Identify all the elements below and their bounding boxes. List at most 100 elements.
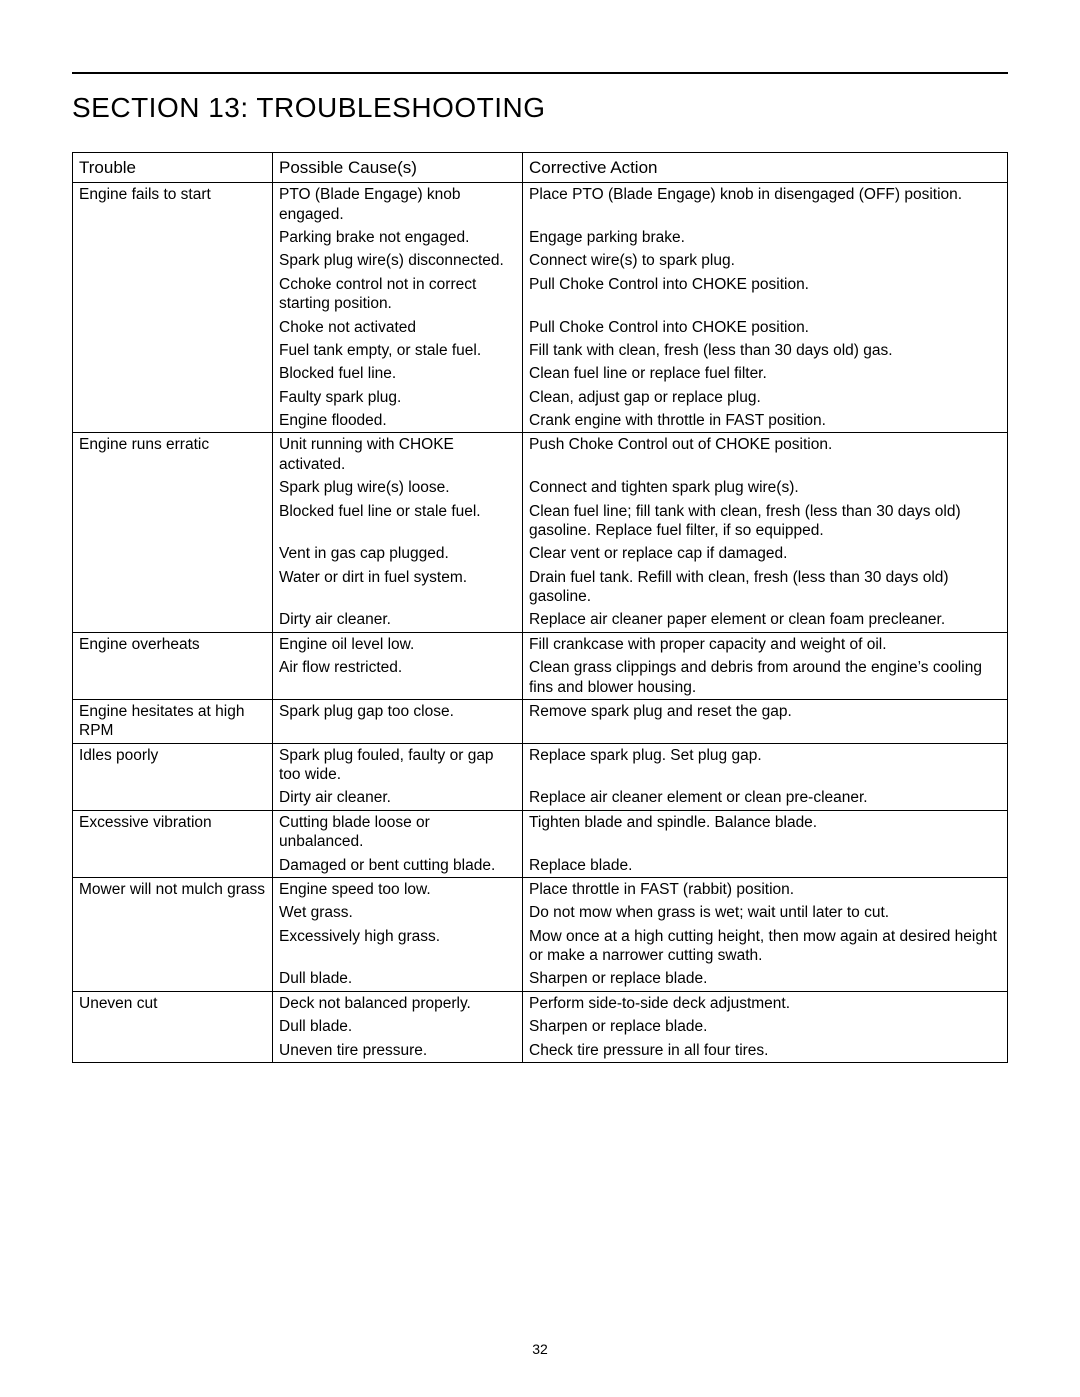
cell-action: Clean fuel line; fill tank with clean, f… bbox=[523, 500, 1008, 543]
page: SECTION 13: TROUBLESHOOTING Trouble Poss… bbox=[0, 0, 1080, 1063]
table-row: Wet grass.Do not mow when grass is wet; … bbox=[73, 901, 1008, 924]
cell-trouble: Engine fails to start bbox=[73, 183, 273, 226]
cell-cause: Dirty air cleaner. bbox=[273, 786, 523, 810]
cell-trouble bbox=[73, 542, 273, 565]
cell-cause: Engine oil level low. bbox=[273, 632, 523, 656]
cell-cause: Unit running with CHOKE activated. bbox=[273, 433, 523, 476]
cell-trouble bbox=[73, 409, 273, 433]
troubleshooting-table: Trouble Possible Cause(s) Corrective Act… bbox=[72, 152, 1008, 1063]
cell-cause: Damaged or bent cutting blade. bbox=[273, 854, 523, 878]
cell-cause: Engine flooded. bbox=[273, 409, 523, 433]
table-row: Air flow restricted.Clean grass clipping… bbox=[73, 656, 1008, 699]
cell-action: Check tire pressure in all four tires. bbox=[523, 1039, 1008, 1063]
cell-cause: Spark plug fouled, faulty or gap too wid… bbox=[273, 743, 523, 786]
cell-trouble: Engine hesitates at high RPM bbox=[73, 699, 273, 743]
cell-cause: Cchoke control not in correct starting p… bbox=[273, 273, 523, 316]
table-row: Spark plug wire(s) disconnected.Connect … bbox=[73, 249, 1008, 272]
cell-action: Place throttle in FAST (rabbit) position… bbox=[523, 877, 1008, 901]
table-row: Engine flooded.Crank engine with throttl… bbox=[73, 409, 1008, 433]
cell-action: Crank engine with throttle in FAST posit… bbox=[523, 409, 1008, 433]
table-row: Engine fails to startPTO (Blade Engage) … bbox=[73, 183, 1008, 226]
cell-trouble bbox=[73, 1039, 273, 1063]
table-row: Fuel tank empty, or stale fuel.Fill tank… bbox=[73, 339, 1008, 362]
cell-cause: Blocked fuel line. bbox=[273, 362, 523, 385]
cell-cause: Choke not activated bbox=[273, 316, 523, 339]
cell-action: Clean grass clippings and debris from ar… bbox=[523, 656, 1008, 699]
cell-action: Mow once at a high cutting height, then … bbox=[523, 925, 1008, 968]
cell-trouble bbox=[73, 786, 273, 810]
cell-cause: Water or dirt in fuel system. bbox=[273, 566, 523, 609]
cell-action: Pull Choke Control into CHOKE position. bbox=[523, 316, 1008, 339]
table-row: Choke not activatedPull Choke Control in… bbox=[73, 316, 1008, 339]
table-row: Idles poorlySpark plug fouled, faulty or… bbox=[73, 743, 1008, 786]
table-row: Spark plug wire(s) loose.Connect and tig… bbox=[73, 476, 1008, 499]
cell-trouble bbox=[73, 339, 273, 362]
cell-trouble bbox=[73, 656, 273, 699]
cell-cause: Cutting blade loose or unbalanced. bbox=[273, 810, 523, 853]
table-row: Cchoke control not in correct starting p… bbox=[73, 273, 1008, 316]
cell-action: Remove spark plug and reset the gap. bbox=[523, 699, 1008, 743]
table-row: Dull blade.Sharpen or replace blade. bbox=[73, 1015, 1008, 1038]
col-header-action: Corrective Action bbox=[523, 153, 1008, 183]
table-row: Engine overheatsEngine oil level low.Fil… bbox=[73, 632, 1008, 656]
top-rule bbox=[72, 72, 1008, 74]
cell-action: Fill tank with clean, fresh (less than 3… bbox=[523, 339, 1008, 362]
table-row: Dull blade.Sharpen or replace blade. bbox=[73, 967, 1008, 991]
table-row: Excessive vibrationCutting blade loose o… bbox=[73, 810, 1008, 853]
table-row: Excessively high grass.Mow once at a hig… bbox=[73, 925, 1008, 968]
cell-trouble bbox=[73, 967, 273, 991]
cell-action: Do not mow when grass is wet; wait until… bbox=[523, 901, 1008, 924]
cell-action: Drain fuel tank. Refill with clean, fres… bbox=[523, 566, 1008, 609]
cell-action: Replace air cleaner paper element or cle… bbox=[523, 608, 1008, 632]
table-row: Faulty spark plug.Clean, adjust gap or r… bbox=[73, 386, 1008, 409]
cell-trouble bbox=[73, 925, 273, 968]
col-header-trouble: Trouble bbox=[73, 153, 273, 183]
cell-action: Replace air cleaner element or clean pre… bbox=[523, 786, 1008, 810]
cell-action: Sharpen or replace blade. bbox=[523, 1015, 1008, 1038]
table-row: Engine runs erraticUnit running with CHO… bbox=[73, 433, 1008, 476]
page-number: 32 bbox=[0, 1341, 1080, 1357]
cell-trouble bbox=[73, 854, 273, 878]
cell-cause: Uneven tire pressure. bbox=[273, 1039, 523, 1063]
cell-cause: Dirty air cleaner. bbox=[273, 608, 523, 632]
cell-trouble: Uneven cut bbox=[73, 991, 273, 1015]
cell-cause: Fuel tank empty, or stale fuel. bbox=[273, 339, 523, 362]
cell-cause: PTO (Blade Engage) knob engaged. bbox=[273, 183, 523, 226]
cell-cause: Spark plug wire(s) loose. bbox=[273, 476, 523, 499]
cell-action: Clear vent or replace cap if damaged. bbox=[523, 542, 1008, 565]
table-row: Engine hesitates at high RPMSpark plug g… bbox=[73, 699, 1008, 743]
cell-action: Replace spark plug. Set plug gap. bbox=[523, 743, 1008, 786]
cell-action: Sharpen or replace blade. bbox=[523, 967, 1008, 991]
cell-trouble bbox=[73, 316, 273, 339]
table-row: Damaged or bent cutting blade.Replace bl… bbox=[73, 854, 1008, 878]
cell-cause: Spark plug wire(s) disconnected. bbox=[273, 249, 523, 272]
cell-cause: Blocked fuel line or stale fuel. bbox=[273, 500, 523, 543]
table-row: Parking brake not engaged.Engage parking… bbox=[73, 226, 1008, 249]
cell-action: Place PTO (Blade Engage) knob in disenga… bbox=[523, 183, 1008, 226]
cell-action: Pull Choke Control into CHOKE position. bbox=[523, 273, 1008, 316]
table-row: Water or dirt in fuel system.Drain fuel … bbox=[73, 566, 1008, 609]
cell-cause: Dull blade. bbox=[273, 1015, 523, 1038]
table-row: Dirty air cleaner.Replace air cleaner el… bbox=[73, 786, 1008, 810]
cell-cause: Deck not balanced properly. bbox=[273, 991, 523, 1015]
cell-trouble bbox=[73, 386, 273, 409]
cell-trouble bbox=[73, 249, 273, 272]
cell-trouble bbox=[73, 608, 273, 632]
cell-trouble bbox=[73, 476, 273, 499]
table-row: Uneven tire pressure.Check tire pressure… bbox=[73, 1039, 1008, 1063]
cell-action: Clean, adjust gap or replace plug. bbox=[523, 386, 1008, 409]
cell-trouble bbox=[73, 566, 273, 609]
cell-trouble bbox=[73, 901, 273, 924]
section-title: SECTION 13: TROUBLESHOOTING bbox=[72, 92, 1008, 124]
cell-cause: Faulty spark plug. bbox=[273, 386, 523, 409]
table-row: Dirty air cleaner.Replace air cleaner pa… bbox=[73, 608, 1008, 632]
cell-action: Tighten blade and spindle. Balance blade… bbox=[523, 810, 1008, 853]
cell-trouble bbox=[73, 500, 273, 543]
cell-cause: Excessively high grass. bbox=[273, 925, 523, 968]
cell-action: Connect wire(s) to spark plug. bbox=[523, 249, 1008, 272]
cell-action: Engage parking brake. bbox=[523, 226, 1008, 249]
cell-trouble: Engine runs erratic bbox=[73, 433, 273, 476]
table-row: Vent in gas cap plugged.Clear vent or re… bbox=[73, 542, 1008, 565]
table-header-row: Trouble Possible Cause(s) Corrective Act… bbox=[73, 153, 1008, 183]
table-row: Blocked fuel line or stale fuel.Clean fu… bbox=[73, 500, 1008, 543]
